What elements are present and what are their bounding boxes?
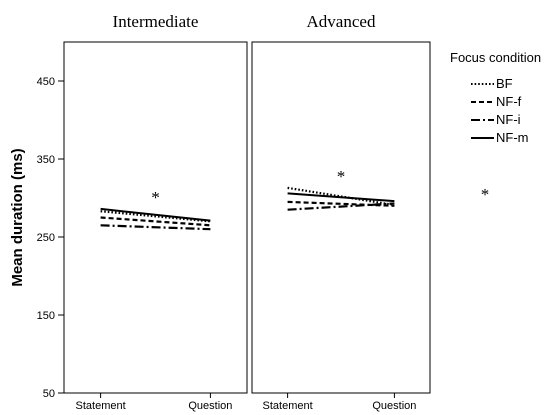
y-tick-label: 250 bbox=[37, 232, 55, 244]
significance-marker: * bbox=[337, 167, 346, 186]
series-line-nf-i bbox=[100, 224, 211, 231]
series-line-nf-i bbox=[287, 202, 395, 211]
legend-entry: NF-f bbox=[496, 94, 522, 109]
legend-extra-marker: * bbox=[481, 185, 490, 204]
series-line-nf-m bbox=[100, 207, 211, 222]
y-tick-label: 350 bbox=[37, 154, 55, 166]
panel-frame-0 bbox=[63, 41, 248, 394]
x-tick-label: Question bbox=[372, 400, 416, 412]
y-axis-label: Mean duration (ms) bbox=[9, 148, 26, 286]
series-line-nf-m bbox=[287, 192, 395, 203]
y-tick-label: 150 bbox=[37, 310, 55, 322]
y-tick-label: 50 bbox=[43, 388, 55, 400]
legend-entry: BF bbox=[496, 76, 513, 91]
series-line-nf-f bbox=[100, 216, 211, 227]
significance-marker: * bbox=[151, 188, 160, 207]
panel-title: Advanced bbox=[307, 12, 376, 31]
series-line-bf bbox=[100, 210, 211, 223]
legend-entry: NF-i bbox=[496, 112, 521, 127]
panel-title: Intermediate bbox=[113, 12, 199, 31]
x-tick-label: Statement bbox=[263, 400, 313, 412]
y-tick-label: 450 bbox=[37, 76, 55, 88]
legend-entry: NF-m bbox=[496, 130, 529, 145]
legend-title: Focus condition bbox=[450, 50, 541, 65]
x-tick-label: Statement bbox=[76, 400, 126, 412]
x-tick-label: Question bbox=[188, 400, 232, 412]
panel-frame-1 bbox=[251, 41, 431, 394]
